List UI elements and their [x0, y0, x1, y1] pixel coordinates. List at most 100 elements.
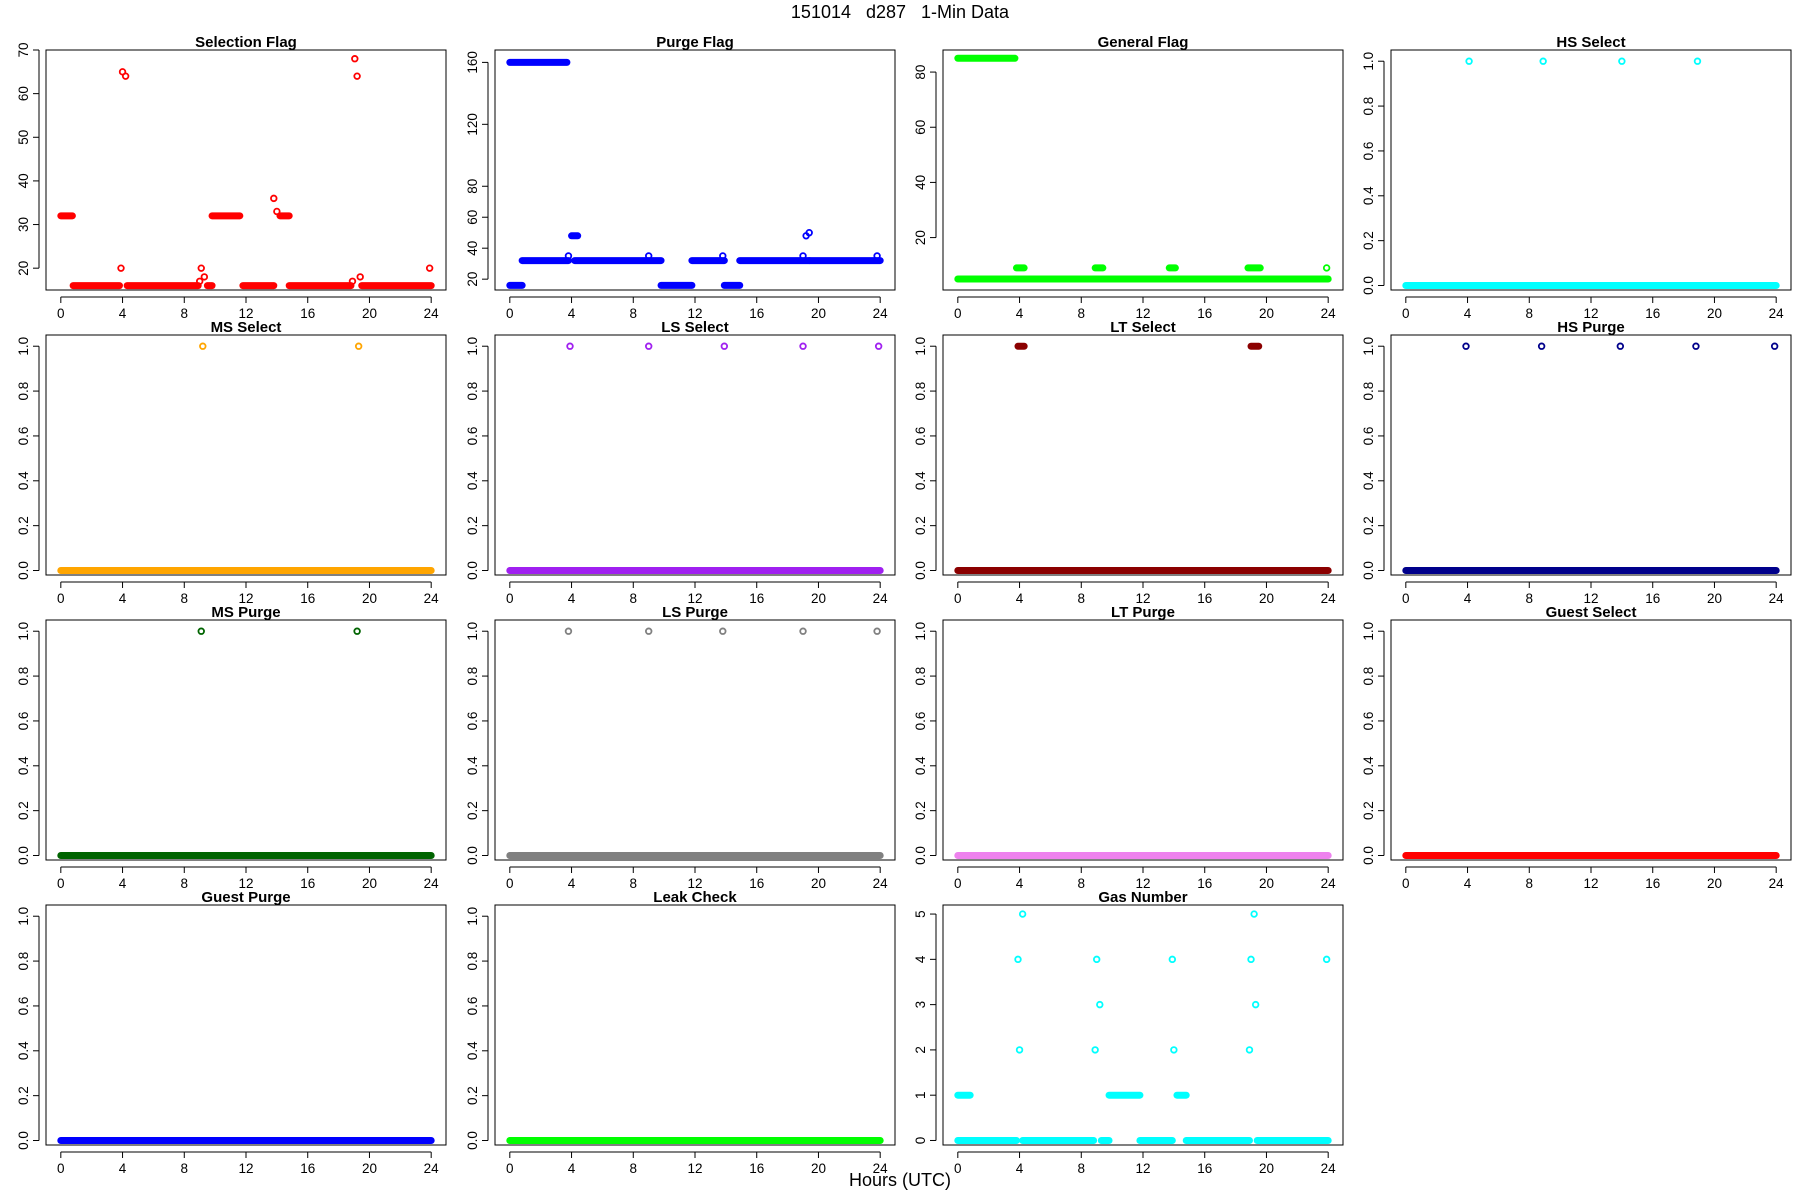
plot-frame: [45, 904, 447, 1146]
data-point: [197, 627, 205, 635]
data-point: [121, 72, 130, 80]
x-tick-label: 4: [1016, 306, 1024, 321]
x-tick-label: 16: [1197, 1161, 1212, 1176]
y-tick-label: 0.8: [16, 667, 31, 686]
plot-frame: [1390, 49, 1792, 291]
y-tick-label: 0.0: [913, 846, 928, 865]
x-tick-label: 0: [57, 1161, 65, 1176]
y-tick-label: 1.0: [465, 622, 480, 641]
x-tick-label: 16: [749, 306, 764, 321]
x-tick-label: 8: [1526, 306, 1534, 321]
x-tick-label: 16: [1197, 876, 1212, 891]
x-tick-label: 8: [630, 306, 638, 321]
y-tick-label: 20: [465, 272, 480, 287]
x-tick-label: 20: [1707, 306, 1722, 321]
data-point: [1465, 57, 1473, 65]
data-point: [564, 627, 573, 635]
data-point: [1014, 955, 1022, 964]
data-point: [353, 627, 361, 635]
x-tick-label: 20: [362, 1161, 377, 1176]
y-tick-label: 0.2: [16, 1086, 31, 1105]
x-tick-label: 0: [506, 591, 514, 606]
panel-title: LT Purge: [1111, 604, 1175, 621]
data-point: [356, 273, 364, 281]
x-tick-label: 20: [362, 876, 377, 891]
plot-frame: [1390, 334, 1792, 576]
y-tick-label: 40: [16, 173, 31, 188]
panel-title: HS Select: [1556, 34, 1625, 51]
x-tick-label: 20: [1259, 1161, 1274, 1176]
y-tick-label: 1.0: [465, 907, 480, 926]
data-point: [873, 627, 881, 635]
x-tick-label: 12: [238, 591, 253, 606]
x-tick-label: 24: [424, 306, 440, 321]
data-point: [1250, 910, 1258, 918]
x-tick-label: 20: [1707, 876, 1722, 891]
data-point: [1770, 342, 1779, 350]
x-tick-label: 8: [1078, 876, 1086, 891]
chart-panel: LT Purge 0 4 8 12 16 20 24 0.0 0.2 0.4 0.6 0.8 1.0: [913, 604, 1344, 891]
x-tick-label: 8: [630, 1161, 638, 1176]
panel-title: General Flag: [1098, 34, 1189, 51]
x-tick-label: 0: [1402, 306, 1410, 321]
y-tick-label: 0.4: [1361, 186, 1376, 205]
plot-frame: [494, 904, 896, 1146]
y-tick-label: 0.8: [465, 952, 480, 971]
y-tick-label: 1.0: [16, 337, 31, 356]
y-tick-label: 0.2: [465, 801, 480, 820]
y-tick-label: 0.2: [16, 516, 31, 535]
x-tick-label: 20: [1707, 591, 1722, 606]
data-point: [799, 342, 807, 350]
data-point: [199, 342, 207, 350]
x-tick-label: 4: [1464, 591, 1472, 606]
y-tick-label: 0.8: [913, 667, 928, 686]
data-point: [1168, 955, 1177, 964]
plot-frame: [45, 49, 447, 291]
panel-title: MS Purge: [211, 604, 280, 621]
x-tick-label: 0: [954, 876, 962, 891]
x-tick-label: 0: [1402, 876, 1410, 891]
panel-title: Gas Number: [1098, 889, 1187, 906]
y-tick-label: 0.6: [465, 997, 480, 1016]
panel-title: Leak Check: [653, 889, 737, 906]
x-tick-label: 20: [811, 876, 826, 891]
data-point: [200, 273, 209, 281]
x-tick-label: 12: [687, 306, 702, 321]
chart-panel: LS Purge 0 4 8 12 16 20 24 0.0 0.2 0.4 0.6 0.8 1.0: [465, 604, 896, 891]
y-tick-label: 30: [16, 217, 31, 232]
y-tick-label: 0.6: [465, 712, 480, 731]
x-tick-label: 20: [362, 591, 377, 606]
y-tick-label: 0.0: [16, 1131, 31, 1150]
y-tick-label: 0.8: [1361, 667, 1376, 686]
plot-frame: [494, 619, 896, 861]
data-point: [1322, 264, 1331, 272]
data-point: [1462, 342, 1470, 350]
x-tick-label: 0: [954, 306, 962, 321]
y-tick-label: 0.8: [465, 382, 480, 401]
figure-title: 151014 d287 1-Min Data: [790, 2, 1010, 22]
y-tick-label: 0.2: [1361, 516, 1376, 535]
x-tick-label: 24: [873, 1161, 889, 1176]
data-point: [719, 627, 727, 635]
data-point: [874, 342, 883, 350]
x-tick-label: 0: [57, 876, 65, 891]
x-tick-label: 8: [181, 591, 189, 606]
plot-frame: [942, 49, 1344, 291]
panel-title: LS Purge: [662, 604, 728, 621]
x-tick-label: 0: [506, 1161, 514, 1176]
data-point: [1322, 955, 1331, 964]
x-tick-label: 12: [238, 306, 253, 321]
y-tick-label: 1.0: [16, 622, 31, 641]
x-tick-label: 20: [362, 306, 377, 321]
x-tick-label: 16: [300, 876, 315, 891]
x-tick-label: 16: [749, 591, 764, 606]
data-point: [873, 252, 881, 260]
y-tick-label: 0.6: [16, 997, 31, 1016]
x-tick-label: 24: [1321, 1161, 1337, 1176]
x-tick-label: 4: [568, 306, 576, 321]
y-tick-label: 0.6: [16, 712, 31, 731]
y-tick-label: 4: [913, 955, 928, 963]
x-tick-label: 0: [506, 306, 514, 321]
y-tick-label: 0.6: [913, 427, 928, 446]
data-point: [1091, 1046, 1099, 1054]
